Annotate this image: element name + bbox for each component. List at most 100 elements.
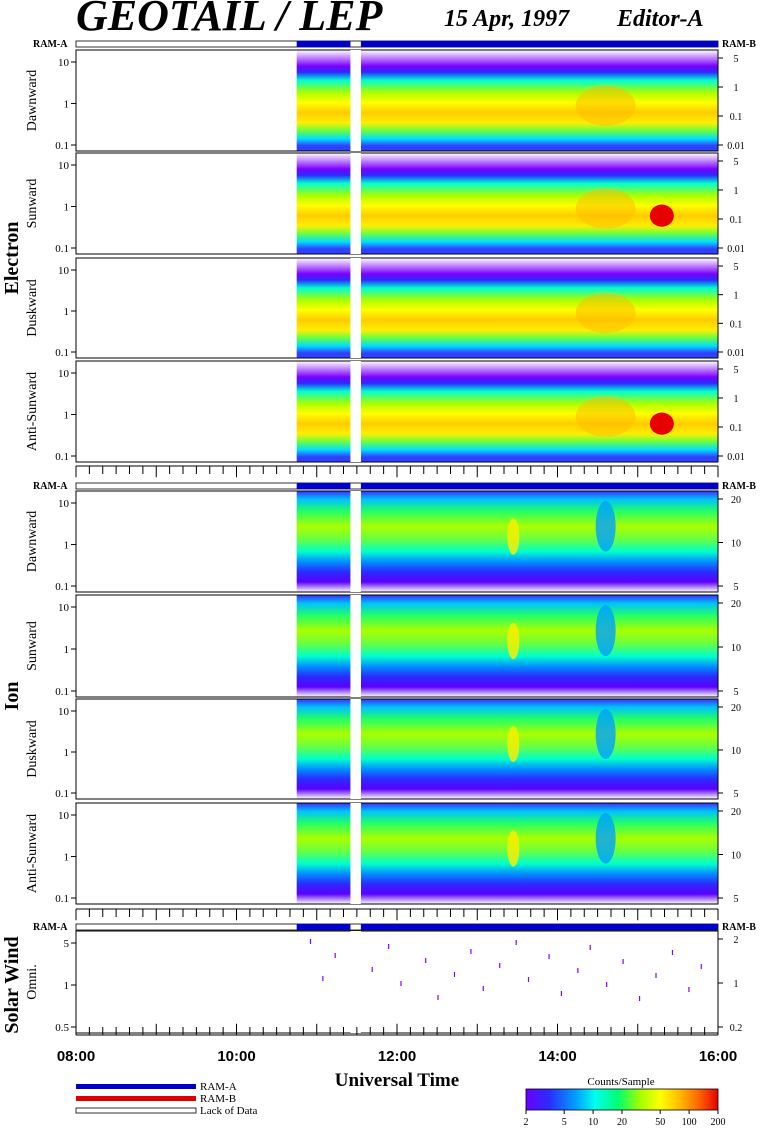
panel-label: Sunward <box>25 621 40 671</box>
left-tick-label: 10 <box>58 602 70 614</box>
left-tick-label: 0.1 <box>55 893 69 905</box>
spectrogram-fill <box>360 258 718 358</box>
panel-ion-duskward: Duskward 10 1 0.1 20 10 5 <box>25 698 741 800</box>
spectral-feature <box>575 293 636 333</box>
right-tick-label: 10 <box>731 643 741 654</box>
electron-group-label: Electron <box>1 222 23 295</box>
panel-label: Anti-Sunward <box>25 814 40 893</box>
left-tick-label: 1 <box>64 852 70 864</box>
panel-label: Dawnward <box>25 511 40 572</box>
data-point <box>638 996 641 1001</box>
intensity-peak <box>649 204 674 227</box>
data-point <box>334 953 336 958</box>
left-tick-label: 5 <box>64 938 70 950</box>
right-tick-label: 0.01 <box>727 348 745 359</box>
left-tick-label: 0.1 <box>55 686 69 698</box>
right-tick-label: 0.01 <box>727 452 745 463</box>
spectrogram-panels: Dawnward 10 1 0.1 5 1 0.1 0.01 Sunward 10 1 0.1 5 1 0.… <box>25 49 745 1034</box>
left-tick-label: 1 <box>64 202 70 214</box>
right-tick-label: 10 <box>731 746 741 757</box>
right-tick-label: 1 <box>734 979 739 990</box>
left-tick-label: 1 <box>64 644 70 656</box>
panel-frame <box>75 802 719 905</box>
right-tick-label: 5 <box>734 54 739 65</box>
spectrogram-fill <box>296 699 351 799</box>
left-tick-label: 10 <box>58 368 70 380</box>
right-tick-label: 20 <box>731 495 741 506</box>
data-point <box>371 967 373 972</box>
x-axis-title: Universal Time <box>335 1070 459 1091</box>
colorbar-tick-label: 50 <box>655 1117 665 1128</box>
spectral-feature <box>507 518 520 555</box>
colorbar-tick-label: 10 <box>588 1117 598 1128</box>
panel-frame <box>75 257 719 359</box>
colorbar-tick-label: 2 <box>524 1117 529 1128</box>
panel-frame <box>75 152 719 255</box>
panel-label: Sunward <box>25 179 40 229</box>
spectral-feature <box>507 622 520 660</box>
data-point <box>322 976 324 981</box>
spectrogram-fill <box>360 153 718 254</box>
data-point <box>700 964 702 969</box>
legend-ram-b-swatch <box>76 1096 196 1101</box>
panel-solar_wind-omni-: Omni. 5 1 0.5 2 1 0.2 <box>25 930 742 1034</box>
data-point <box>470 949 472 954</box>
ram-bar-solar-wind: RAM-A RAM-B <box>33 922 756 933</box>
data-point <box>548 954 550 959</box>
data-point <box>688 987 690 992</box>
left-tick-label: 10 <box>58 57 70 69</box>
instrument-title: GEOTAIL / LEP <box>76 0 384 40</box>
ram-a-segment <box>360 924 718 930</box>
ram-legend: RAM-A RAM-B Lack of Data <box>75 1081 258 1117</box>
data-gap <box>350 803 361 904</box>
ram-bar-electron: RAM-A RAM-B <box>33 39 756 50</box>
ion-group-label: Ion <box>1 682 23 711</box>
ram-a-label: RAM-A <box>33 39 68 50</box>
left-tick-label: 0.1 <box>55 347 69 359</box>
ram-a-segment <box>360 41 718 47</box>
data-point <box>527 977 530 982</box>
left-tick-label: 10 <box>58 265 70 277</box>
panel-frame <box>75 490 719 593</box>
colorbar-tick-label: 20 <box>617 1117 627 1128</box>
right-tick-label: 20 <box>731 807 741 818</box>
x-tick-label: 10:00 <box>217 1048 255 1065</box>
right-tick-label: 1 <box>734 83 739 94</box>
panel-frame <box>75 49 719 152</box>
left-tick-label: 0.1 <box>55 788 69 800</box>
date-label: 15 Apr, 1997 <box>444 6 570 32</box>
panel-ion-anti-sunward: Anti-Sunward 10 1 0.1 20 10 5 <box>25 802 741 905</box>
spectral-feature <box>595 709 616 759</box>
spectral-feature <box>575 188 636 229</box>
data-gap <box>350 699 361 799</box>
right-tick-label: 20 <box>731 599 741 610</box>
data-point <box>560 991 563 996</box>
legend-ram-b-label: RAM-B <box>200 1093 236 1105</box>
panel-frame <box>75 360 719 463</box>
panel-ion-sunward: Sunward 10 1 0.1 20 10 5 <box>25 594 741 698</box>
right-tick-label: 5 <box>734 789 739 800</box>
data-gap <box>350 491 361 592</box>
spectrogram-fill <box>296 491 351 592</box>
right-tick-label: 0.1 <box>730 112 743 123</box>
right-tick-label: 1 <box>734 394 739 405</box>
right-tick-label: 0.1 <box>730 319 743 330</box>
spectral-feature <box>595 501 616 552</box>
right-tick-label: 5 <box>734 687 739 698</box>
panel-label: Duskward <box>25 279 40 337</box>
panel-label: Anti-Sunward <box>25 372 40 451</box>
left-tick-label: 0.1 <box>55 140 69 152</box>
data-point <box>482 986 484 991</box>
right-tick-label: 0.01 <box>727 141 745 152</box>
right-tick-label: 10 <box>731 851 741 862</box>
right-tick-label: 2 <box>734 935 739 946</box>
legend-ram-a-label: RAM-A <box>200 1081 237 1093</box>
data-point <box>589 945 591 950</box>
data-point <box>437 995 439 1000</box>
spectrogram-fill <box>296 50 351 151</box>
legend-lack-swatch <box>75 1107 197 1114</box>
right-tick-label: 0.01 <box>727 244 745 255</box>
left-tick-label: 10 <box>58 810 70 822</box>
left-tick-label: 1 <box>64 410 70 422</box>
